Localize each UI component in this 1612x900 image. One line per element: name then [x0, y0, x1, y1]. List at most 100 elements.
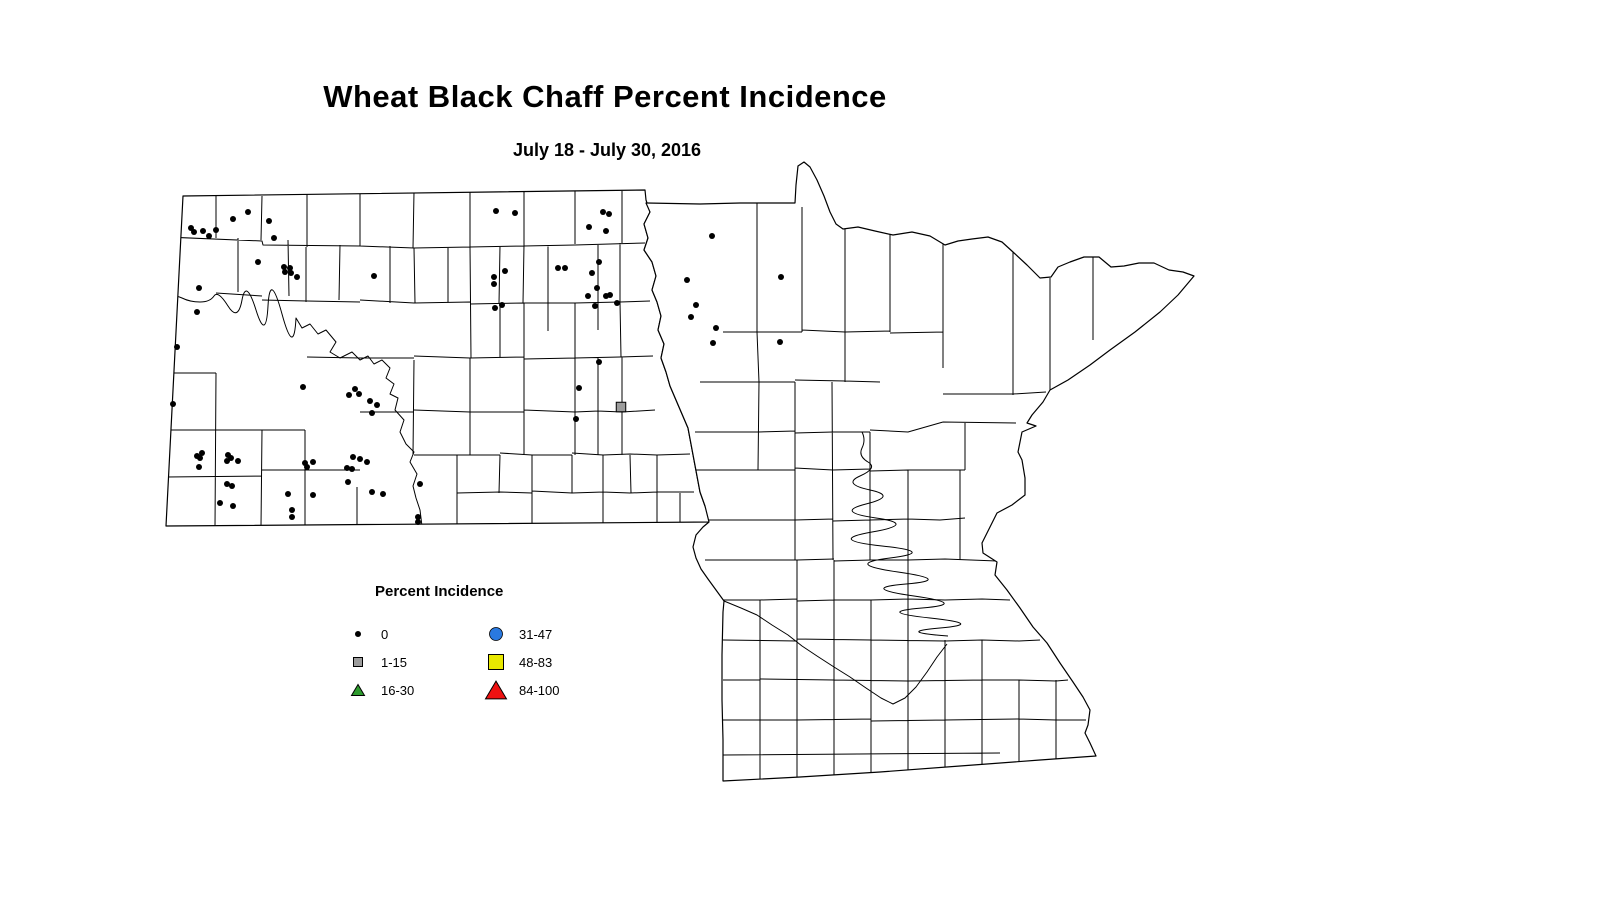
incidence-dot-marker — [357, 456, 363, 462]
incidence-dot-marker — [555, 265, 561, 271]
incidence-dot-marker — [289, 514, 295, 520]
legend-item: 48-83 — [482, 648, 552, 676]
incidence-dot-marker — [191, 229, 197, 235]
legend-symbol-circle — [489, 627, 503, 641]
incidence-dot-marker — [294, 274, 300, 280]
incidence-dot-marker — [713, 325, 719, 331]
legend-symbol-triangle — [484, 680, 508, 700]
incidence-dot-marker — [310, 492, 316, 498]
incidence-dot-marker — [596, 259, 602, 265]
map-markers — [170, 208, 784, 525]
incidence-dot-marker — [417, 481, 423, 487]
legend-item: 1-15 — [344, 648, 407, 676]
incidence-dot-marker — [491, 281, 497, 287]
map-title: Wheat Black Chaff Percent Incidence — [323, 78, 887, 114]
legend-symbol-dot — [355, 631, 361, 637]
incidence-dot-marker — [502, 268, 508, 274]
incidence-dot-marker — [345, 479, 351, 485]
incidence-dot-marker — [367, 398, 373, 404]
incidence-dot-marker — [285, 491, 291, 497]
incidence-dot-marker — [235, 458, 241, 464]
incidence-dot-marker — [603, 228, 609, 234]
incidence-dot-marker — [170, 401, 176, 407]
incidence-dot-marker — [371, 273, 377, 279]
incidence-dot-marker — [281, 264, 287, 270]
incidence-dot-marker — [352, 386, 358, 392]
incidence-dot-marker — [415, 514, 421, 520]
minnesota-river-line — [723, 600, 948, 705]
incidence-dot-marker — [374, 402, 380, 408]
incidence-dot-marker — [310, 459, 316, 465]
incidence-square-marker — [615, 401, 627, 413]
incidence-dot-marker — [194, 309, 200, 315]
incidence-dot-marker — [576, 385, 582, 391]
incidence-dot-marker — [710, 340, 716, 346]
incidence-dot-marker — [499, 302, 505, 308]
incidence-dot-marker — [350, 454, 356, 460]
incidence-dot-marker — [255, 259, 261, 265]
legend-title: Percent Incidence — [375, 583, 504, 600]
incidence-dot-marker — [693, 302, 699, 308]
incidence-dot-marker — [369, 489, 375, 495]
legend-symbol-triangle — [350, 683, 366, 697]
incidence-dot-marker — [196, 464, 202, 470]
incidence-dot-marker — [344, 465, 350, 471]
incidence-dot-marker — [684, 277, 690, 283]
incidence-dot-marker — [174, 344, 180, 350]
legend-item: 84-100 — [482, 676, 559, 704]
legend-item-label: 84-100 — [519, 682, 560, 698]
incidence-dot-marker — [300, 384, 306, 390]
incidence-dot-marker — [271, 235, 277, 241]
missouri-river-line — [166, 289, 423, 526]
incidence-dot-marker — [288, 270, 294, 276]
incidence-dot-marker — [229, 483, 235, 489]
incidence-dot-marker — [282, 269, 288, 275]
incidence-dot-marker — [356, 391, 362, 397]
incidence-dot-marker — [230, 216, 236, 222]
incidence-dot-marker — [592, 303, 598, 309]
incidence-dot-marker — [491, 274, 497, 280]
incidence-dot-marker — [200, 228, 206, 234]
incidence-dot-marker — [349, 466, 355, 472]
incidence-dot-marker — [364, 459, 370, 465]
incidence-dot-marker — [778, 274, 784, 280]
incidence-dot-marker — [586, 224, 592, 230]
legend-item-label: 0 — [381, 626, 389, 642]
minnesota-county-lines — [690, 203, 1094, 779]
legend-item: 16-30 — [344, 676, 414, 704]
incidence-dot-marker — [596, 359, 602, 365]
incidence-dot-marker — [594, 285, 600, 291]
incidence-dot-marker — [213, 227, 219, 233]
incidence-dot-marker — [562, 265, 568, 271]
legend-symbol-square — [353, 657, 363, 667]
legend-item: 0 — [344, 620, 388, 648]
legend-symbol-square — [488, 654, 504, 670]
legend-item-label: 16-30 — [381, 682, 415, 698]
incidence-dot-marker — [266, 218, 272, 224]
incidence-dot-marker — [197, 455, 203, 461]
incidence-dot-marker — [573, 416, 579, 422]
incidence-dot-marker — [585, 293, 591, 299]
north-dakota-county-lines — [166, 191, 694, 526]
incidence-dot-marker — [224, 481, 230, 487]
incidence-dot-marker — [688, 314, 694, 320]
mississippi-river-line — [850, 431, 962, 637]
incidence-dot-marker — [369, 410, 375, 416]
incidence-dot-marker — [196, 285, 202, 291]
incidence-dot-marker — [512, 210, 518, 216]
incidence-dot-marker — [493, 208, 499, 214]
incidence-dot-marker — [245, 209, 251, 215]
incidence-dot-marker — [777, 339, 783, 345]
legend-item: 31-47 — [482, 620, 552, 648]
incidence-dot-marker — [607, 292, 613, 298]
incidence-dot-marker — [217, 500, 223, 506]
incidence-dot-marker — [600, 209, 606, 215]
incidence-dot-marker — [709, 233, 715, 239]
incidence-dot-marker — [224, 458, 230, 464]
incidence-dot-marker — [230, 503, 236, 509]
incidence-dot-marker — [380, 491, 386, 497]
incidence-dot-marker — [589, 270, 595, 276]
